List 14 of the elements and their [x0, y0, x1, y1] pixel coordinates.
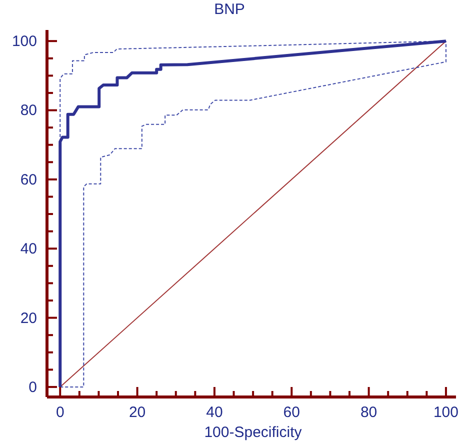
chart-title: BNP: [213, 1, 246, 18]
y-tick-label: 60: [20, 171, 37, 188]
y-tick-label: 100: [12, 33, 37, 50]
y-tick-label: 20: [20, 310, 37, 327]
x-tick-label: 100: [433, 404, 458, 421]
x-axis-title: 100-Specificity: [203, 424, 303, 441]
x-tick-label: 60: [283, 404, 300, 421]
y-tick-label: 40: [20, 240, 37, 258]
x-tick-label: 40: [206, 404, 223, 421]
x-tick-label: 80: [360, 404, 378, 421]
y-tick-label: 0: [28, 378, 37, 396]
y-tick-label: 80: [20, 102, 37, 120]
x-tick-label: 20: [128, 404, 146, 421]
x-tick-label: 0: [56, 404, 64, 421]
